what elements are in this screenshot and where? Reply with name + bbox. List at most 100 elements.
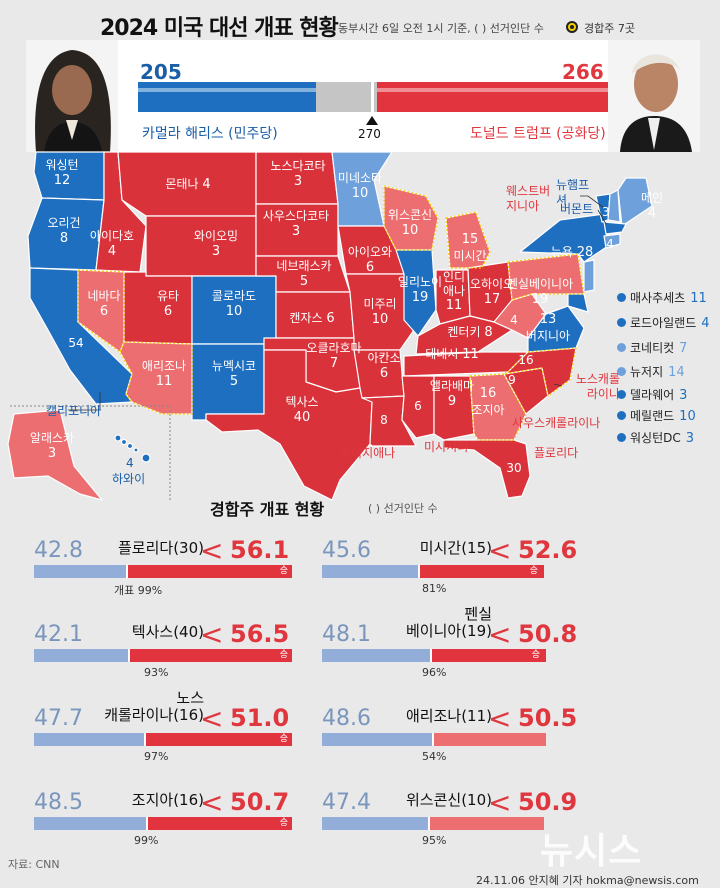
battleground-card-texas: 42.1 텍사스(40) < 56.5 승 93%: [34, 618, 342, 704]
state-label-south-carolina-name: 사우스캐롤라이나: [512, 416, 601, 430]
dem-bar: [322, 733, 432, 746]
bar-divider: [428, 817, 430, 830]
win-label: 승: [531, 650, 540, 660]
state-connecticut: [603, 233, 621, 249]
counted-pct: 93%: [144, 666, 169, 679]
state-label-louisiana-name: 루이지애나: [340, 446, 396, 460]
rep-bar: [432, 649, 546, 662]
state-label-arizona: 애리조나 11: [141, 359, 187, 389]
state-name: 조지아(16): [131, 791, 204, 809]
rep-share: 50.8: [518, 620, 578, 648]
rep-share: 50.5: [518, 704, 578, 732]
less-than-icon: <: [488, 786, 512, 819]
battleground-card-north-carolina: 47.7 노스 캐롤라이나(16) < 51.0 승 97%: [34, 690, 342, 788]
trump-photo: [608, 40, 700, 152]
state-label-tennessee: 테네시 11: [425, 347, 479, 362]
state-label-ohio: 오하이오 17: [469, 277, 515, 307]
dem-bar: [322, 565, 418, 578]
battleground-card-wisconsin: 47.4 위스콘신(10) < 50.9 95%: [322, 786, 630, 872]
counted-pct: 개표 99%: [114, 584, 163, 597]
win-label: 승: [529, 566, 538, 576]
win-label: 승: [279, 734, 288, 744]
dem-bar: [322, 817, 428, 830]
threshold-label: 270: [358, 127, 381, 141]
state-label-west-virginia-votes: 4: [510, 313, 518, 327]
less-than-icon: <: [200, 702, 224, 735]
state-label-nebraska: 네브래스카 5: [276, 259, 332, 289]
bar-divider: [128, 649, 130, 662]
dot-icon: [617, 367, 626, 376]
page-title: 2024 미국 대선 개표 현황: [100, 16, 339, 41]
state-name: 미시간(15): [419, 539, 492, 557]
state-label-mississippi-votes: 6: [414, 399, 422, 413]
dem-bar: [34, 733, 144, 746]
state-label-new-hampshire-votes: 4: [606, 237, 614, 251]
counted-pct: 54%: [422, 750, 447, 763]
dem-share: 42.8: [34, 538, 83, 563]
small-state-massachusetts: 매사추세츠 11: [617, 290, 707, 306]
state-label-new-hampshire-name: 뉴햄프셔: [556, 178, 590, 207]
state-label-hawaii-name: 하와이: [112, 472, 146, 486]
state-label-virginia: 13 버지니아: [525, 312, 571, 343]
battleground-title: 경합주 개표 현황: [210, 500, 325, 519]
state-label-new-mexico: 뉴멕시코 5: [211, 359, 257, 389]
state-label-minnesota: 미네소타 10: [337, 171, 383, 201]
state-label-wyoming: 와이오밍 3: [193, 229, 239, 259]
state-name: 애리조나(11): [406, 707, 492, 725]
state-name: 위스콘신(10): [406, 791, 492, 809]
battleground-subtitle: ( ) 선거인단 수: [368, 502, 438, 515]
state-new-jersey: [583, 259, 595, 293]
battleground-card-georgia: 48.5 조지아(16) < 50.7 승 99%: [34, 786, 342, 872]
state-label-maine: 메인 4: [640, 191, 664, 221]
rep-share: 51.0: [230, 704, 290, 732]
rep-share: 56.5: [230, 620, 290, 648]
dot-icon: [617, 411, 626, 420]
counted-pct: 81%: [422, 582, 447, 595]
credit-label: 24.11.06 안지혜 기자 hokma@newsis.com: [476, 874, 699, 887]
counted-pct: 95%: [422, 834, 447, 847]
battleground-card-michigan: 45.6 미시간(15) < 52.6 승 81%: [322, 534, 630, 620]
state-label-west-virginia-name: 웨스트버지니아: [506, 184, 551, 213]
counted-pct: 99%: [134, 834, 159, 847]
state-label-oklahoma: 오클라호마 7: [306, 341, 362, 371]
state-label-arkansas: 아칸소 6: [367, 351, 401, 381]
newsis-watermark-logo: 뉴시스: [540, 831, 643, 872]
dem-bar: [34, 649, 128, 662]
state-label-alaska: 알래스카 3: [29, 431, 75, 461]
dem-share: 47.7: [34, 706, 83, 731]
dem-share: 42.1: [34, 622, 83, 647]
rep-share: 52.6: [518, 536, 578, 564]
state-label-florida-votes: 30: [506, 461, 522, 475]
state-name: 노스 캐롤라이나(16): [104, 689, 204, 724]
battleground-card-arizona: 48.6 애리조나(11) < 50.5 54%: [322, 702, 630, 788]
page-subtitle: 동부시간 6일 오전 1시 기준, ( ) 선거인단 수: [338, 22, 544, 35]
state-label-california-votes: 54: [68, 336, 84, 350]
state-name: 플로리다(30): [118, 539, 204, 557]
state-label-michigan: 15 미시간: [453, 232, 487, 263]
less-than-icon: <: [488, 702, 512, 735]
trump-name: 도널드 트럼프 (공화당): [470, 126, 606, 142]
battleground-legend-label: 경합주 7곳: [584, 22, 635, 35]
battleground-card-florida: 42.8 플로리다(30) < 56.1 승 개표 99%: [34, 534, 342, 620]
rep-share: 56.1: [230, 536, 290, 564]
harris-photo: [26, 40, 118, 152]
bar-divider: [418, 565, 420, 578]
state-label-north-carolina-name: 노스캐롤라이나: [575, 372, 620, 401]
small-state-maryland: 메릴랜드 10: [617, 408, 696, 424]
trump-electoral-bar: [377, 82, 608, 112]
state-label-mississippi-name: 미시시피: [424, 440, 469, 454]
rep-bar: [128, 565, 292, 578]
rep-bar: [130, 649, 292, 662]
state-maine: [617, 177, 653, 227]
dem-share: 47.4: [322, 790, 371, 815]
dem-share: 48.1: [322, 622, 371, 647]
harris-name: 카멀라 해리스 (민주당): [142, 126, 278, 142]
dem-bar: [322, 649, 430, 662]
state-alaska: [7, 409, 103, 501]
state-label-pennsylvania: 펜실베이니아 19: [506, 277, 574, 307]
state-alabama: [433, 375, 475, 441]
dem-bar: [34, 565, 126, 578]
dot-icon: [617, 318, 626, 327]
state-hawaii: [114, 434, 151, 463]
